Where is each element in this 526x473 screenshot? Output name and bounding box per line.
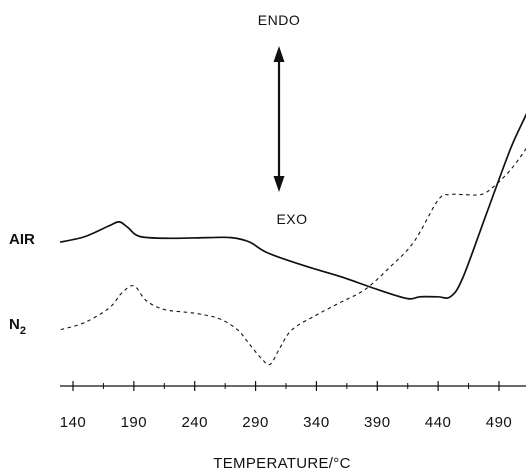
series-label-n2: N2 bbox=[9, 316, 26, 337]
endo-exo-arrow bbox=[273, 46, 285, 192]
x-tick-label-240: 240 bbox=[181, 414, 208, 431]
series-line-n2 bbox=[60, 147, 526, 366]
series-label-air: AIR bbox=[9, 231, 35, 248]
x-tick-label-440: 440 bbox=[425, 414, 452, 431]
endo-label: ENDO bbox=[258, 12, 300, 28]
x-tick-label-340: 340 bbox=[303, 414, 330, 431]
series-line-air bbox=[59, 112, 526, 300]
x-axis-ticks bbox=[72, 381, 500, 391]
x-tick-label-290: 290 bbox=[242, 414, 269, 431]
series-label-n2-subscript: 2 bbox=[20, 325, 26, 337]
x-axis-tick-labels: 140 190 240 290 340 390 440 490 bbox=[60, 414, 513, 431]
exo-label: EXO bbox=[276, 211, 307, 227]
x-tick-label-140: 140 bbox=[60, 414, 87, 431]
x-tick-label-490: 490 bbox=[486, 414, 513, 431]
x-tick-label-190: 190 bbox=[121, 414, 148, 431]
series-label-n2-main: N bbox=[9, 316, 20, 333]
x-axis-title: TEMPERATURE/°C bbox=[213, 455, 350, 472]
x-tick-label-390: 390 bbox=[364, 414, 391, 431]
